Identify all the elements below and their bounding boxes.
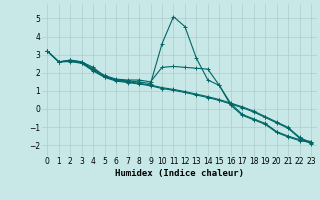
X-axis label: Humidex (Indice chaleur): Humidex (Indice chaleur) [115, 169, 244, 178]
